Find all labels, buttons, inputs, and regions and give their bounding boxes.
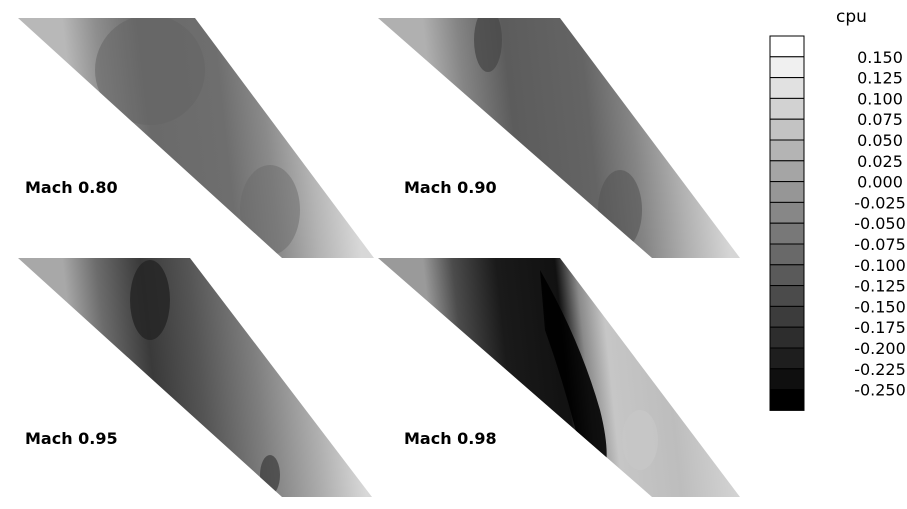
legend-swatch [769, 139, 805, 162]
legend-swatch [769, 201, 805, 224]
legend-tick-label: -0.200 [854, 339, 906, 358]
legend-swatch [769, 368, 805, 391]
legend-swatch [769, 243, 805, 266]
legend-tick-label: 0.075 [857, 110, 903, 129]
legend-swatch [769, 347, 805, 370]
contour-bands-mach-098 [540, 270, 658, 470]
panel-label-mach-090: Mach 0.90 [404, 178, 497, 197]
legend-tick-label: -0.050 [854, 214, 906, 233]
legend-swatch [769, 118, 805, 141]
wing-contour-mach-095 [18, 258, 372, 497]
contour-bands-mach-095 [130, 260, 280, 495]
panel-mach-090: Mach 0.90 [378, 18, 740, 258]
wing-contour-mach-098 [378, 258, 740, 497]
legend-swatch [769, 326, 805, 349]
contour-bands-mach-080 [95, 18, 300, 255]
legend-tick-label: 0.150 [857, 48, 903, 67]
legend-tick-label: 0.000 [857, 173, 903, 192]
legend-tick-label: -0.025 [854, 193, 906, 212]
colorbar-legend: cpu 0.1500.1250.1000.0750.0500.0250.000-… [769, 7, 906, 411]
legend-swatch [769, 222, 805, 245]
wing-contour-mach-090 [378, 18, 740, 258]
legend-swatch [769, 264, 805, 287]
legend-swatch [769, 389, 805, 411]
legend-swatch [769, 56, 805, 79]
panel-mach-080: Mach 0.80 [18, 18, 374, 258]
legend-tick-label: 0.100 [857, 89, 903, 108]
panel-mach-095: Mach 0.95 [18, 258, 372, 497]
legend-swatch [769, 285, 805, 307]
legend-swatch [769, 77, 805, 99]
legend-swatch [769, 35, 805, 58]
panel-label-mach-095: Mach 0.95 [25, 429, 118, 448]
legend-swatch [769, 97, 805, 120]
panel-label-mach-080: Mach 0.80 [25, 178, 118, 197]
legend-tick-label: 0.050 [857, 131, 903, 150]
legend-title: cpu [836, 7, 867, 27]
legend-tick-label: -0.075 [854, 235, 906, 254]
legend-tick-label: -0.225 [854, 360, 906, 379]
legend-tick-label: 0.125 [857, 69, 903, 88]
legend-swatches [769, 35, 805, 411]
legend-tick-label: -0.100 [854, 256, 906, 275]
legend-swatch [769, 305, 805, 328]
legend-tick-label: -0.150 [854, 297, 906, 316]
legend-tick-label: -0.125 [854, 277, 906, 296]
panel-label-mach-098: Mach 0.98 [404, 429, 497, 448]
legend-tick-label: 0.025 [857, 152, 903, 171]
legend-tick-label: -0.175 [854, 318, 906, 337]
legend-swatch [769, 181, 805, 203]
legend-swatch [769, 160, 805, 183]
legend-tick-label: -0.250 [854, 381, 906, 400]
panel-mach-098: Mach 0.98 [378, 258, 740, 497]
